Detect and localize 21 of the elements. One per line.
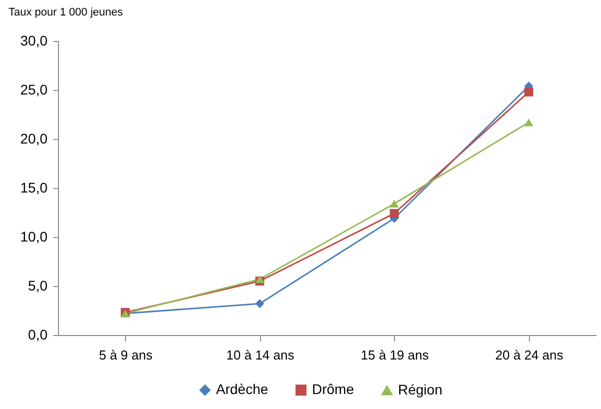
y-tick-label: 5,0 bbox=[28, 278, 48, 294]
y-tick-label: 30,0 bbox=[20, 32, 48, 48]
y-tick-label: 20,0 bbox=[20, 130, 48, 146]
legend-label: Région bbox=[398, 381, 442, 398]
point bbox=[524, 118, 534, 126]
x-tick-label: 10 à 14 ans bbox=[226, 348, 295, 362]
y-axis-title: Taux pour 1 000 jeunes bbox=[8, 6, 124, 18]
legend-label: Drôme bbox=[312, 381, 354, 398]
legend-label: Ardèche bbox=[216, 381, 268, 398]
point bbox=[390, 209, 399, 218]
point bbox=[255, 275, 264, 284]
x-tick-label: 20 à 24 ans bbox=[495, 348, 564, 362]
point bbox=[390, 200, 399, 208]
point bbox=[524, 87, 534, 96]
y-tick-label: 10,0 bbox=[20, 228, 48, 244]
y-tick-label: 0,0 bbox=[28, 326, 48, 342]
x-tick-label: 15 à 19 ans bbox=[360, 348, 430, 362]
x-tick-label: 5 à 9 ans bbox=[99, 348, 153, 362]
y-tick-label: 25,0 bbox=[20, 82, 48, 98]
y-tick-label: 15,0 bbox=[20, 180, 48, 196]
point bbox=[255, 299, 264, 308]
